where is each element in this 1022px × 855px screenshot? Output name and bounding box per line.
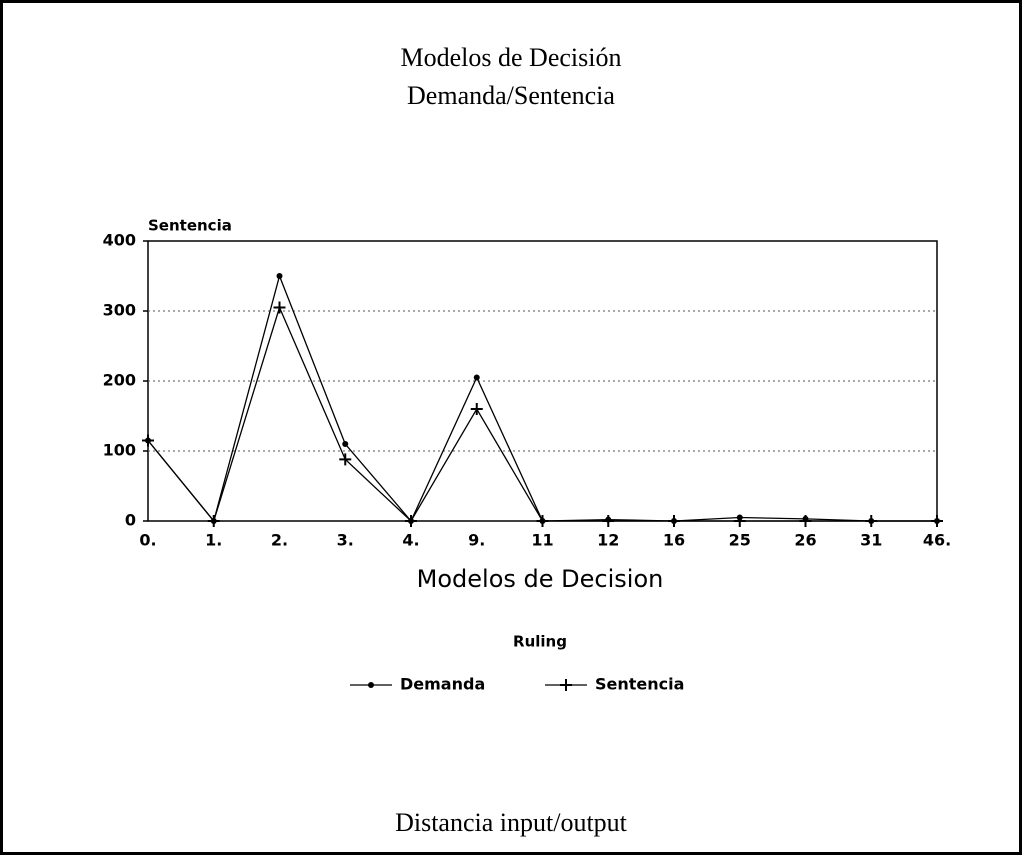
chart-title: Modelos de Decisión [401,43,622,72]
chart-subtitle: Demanda/Sentencia [407,81,615,110]
x-tick-label: 11 [531,531,553,550]
y-tick-label: 200 [103,371,136,390]
y-tick-label: 300 [103,301,136,320]
series-line [147,305,937,523]
point [207,515,220,527]
legend-label: Demanda [400,675,485,694]
legend-marker [560,679,572,691]
x-tick-label: 3. [337,531,354,550]
point [799,515,812,527]
x-axis-label: Modelos de Decision [417,565,664,593]
series-line [147,273,937,523]
x-tick-label: 2. [271,531,288,550]
y-axis-label: Sentencia [148,217,232,235]
point [342,441,349,447]
point [473,374,480,381]
point [668,515,680,527]
point [339,453,352,466]
y-tick-label: 0 [125,511,136,530]
x-tick-label: 16 [663,531,685,550]
caption: Distancia input/output [395,808,628,837]
x-tick-label: 1. [205,531,222,550]
y-tick-label: 400 [103,231,136,250]
point [405,515,417,527]
x-tick-label: 4. [402,531,419,550]
point [276,273,283,279]
legend-label: Sentencia [595,675,684,694]
y-tick-label: 100 [103,441,136,460]
point [865,515,878,527]
x-tick-label: 25 [729,531,751,550]
point [142,434,154,447]
point [931,515,943,527]
x-tick-label: 9. [468,531,485,550]
x-tick-label: 31 [860,531,882,550]
point [733,515,746,527]
point [273,301,286,314]
x-tick-label: 46. [923,531,951,550]
point [470,403,483,415]
legend-marker [368,682,374,688]
point [536,515,549,527]
point [602,515,615,527]
x-tick-label: 12 [597,531,619,550]
x-tick-label: 26 [794,531,816,550]
x-tick-label: 0. [139,531,156,550]
legend-title: Ruling [513,633,567,651]
